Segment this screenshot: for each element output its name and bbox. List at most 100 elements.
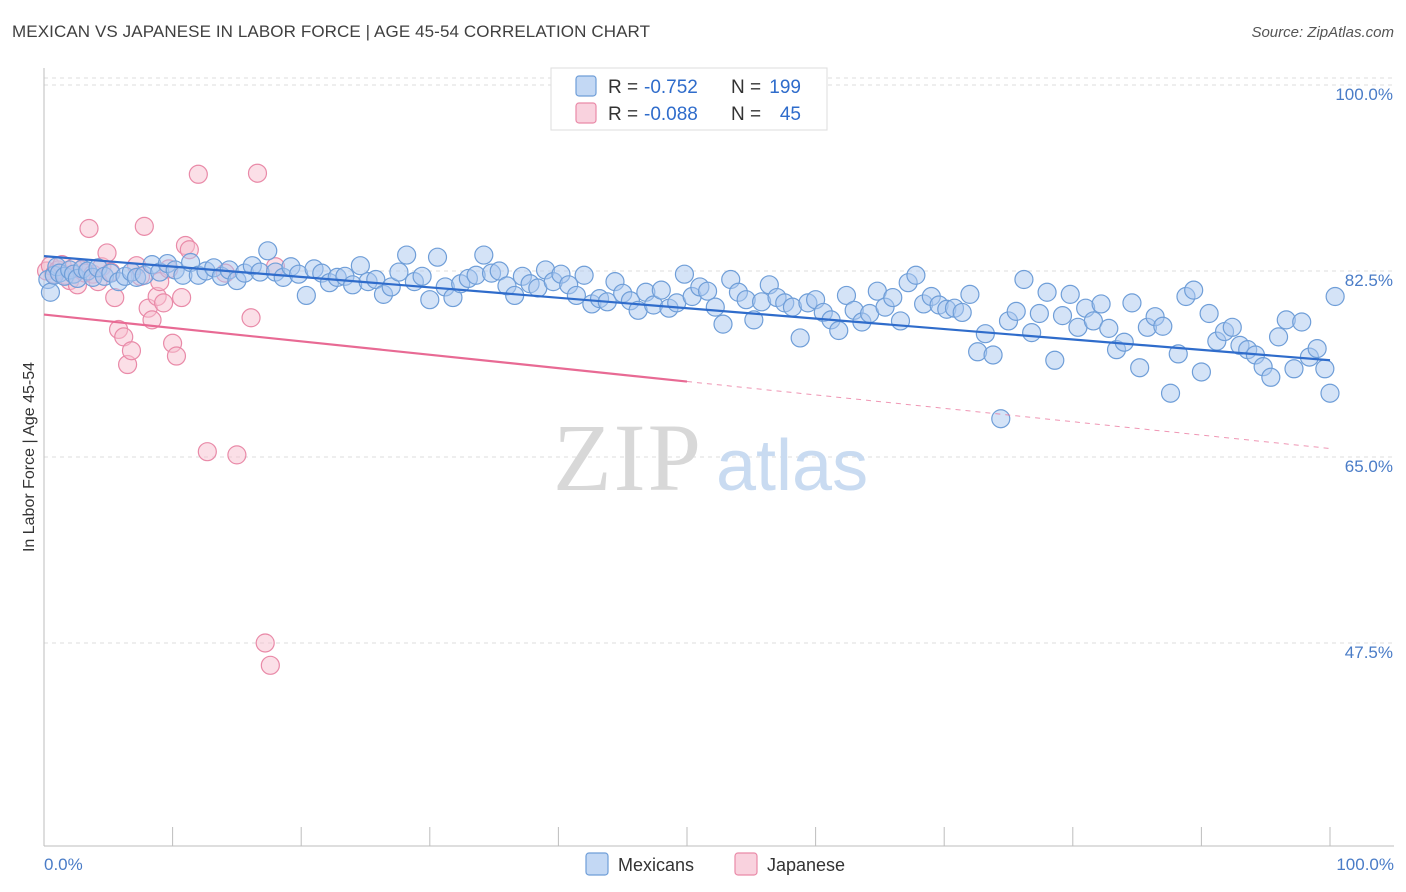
- mexicans-point: [1191, 362, 1212, 382]
- mexicans-point: [968, 342, 988, 362]
- bottom-legend-japanese: Japanese: [767, 855, 845, 875]
- mexicans-point: [1325, 286, 1345, 307]
- x-ticks: [43, 827, 1331, 846]
- mexicans-point: [1130, 358, 1150, 378]
- japanese-point: [227, 445, 247, 465]
- japanese-point: [105, 287, 125, 308]
- mexicans-point: [1099, 318, 1119, 338]
- y-tick-label: 47.5%: [1345, 643, 1393, 662]
- mexicans-point: [1222, 317, 1242, 337]
- japanese-point: [241, 308, 261, 328]
- mexicans-point: [1045, 350, 1065, 370]
- japanese-point: [121, 341, 142, 361]
- mexicans-point: [574, 265, 594, 285]
- mexicans-point: [1261, 367, 1281, 387]
- japanese-points: [36, 163, 286, 675]
- bottom-legend-swatch-mexicans: [585, 852, 609, 876]
- mexicans-point: [1284, 359, 1304, 379]
- legend-n-value-mexicans: 199: [769, 77, 801, 98]
- mexicans-point: [1268, 327, 1289, 347]
- mexicans-point: [389, 262, 409, 282]
- japanese-trend-extension: [686, 381, 1331, 449]
- mexicans-point: [960, 284, 980, 304]
- source-label: Source: ZipAtlas.com: [1251, 24, 1394, 41]
- mexicans-point: [697, 281, 718, 301]
- mexicans-point: [412, 266, 432, 286]
- legend-r-label-mexicans: R =: [608, 77, 638, 98]
- y-axis-label: In Labor Force | Age 45-54: [21, 362, 38, 552]
- bottom-legend-mexicans: Mexicans: [618, 855, 694, 875]
- legend-n-label-mexicans: N =: [731, 77, 761, 98]
- mexicans-point: [1052, 306, 1073, 326]
- watermark: ZIP atlas: [553, 404, 868, 511]
- mexicans-point: [1307, 338, 1327, 359]
- mexicans-point: [906, 265, 926, 285]
- mexicans-point: [397, 245, 417, 265]
- legend-n-value-japanese: 45: [780, 104, 801, 125]
- legend-swatch-mexicans: [575, 75, 597, 97]
- mexicans-point: [1199, 303, 1219, 324]
- mexicans-point: [713, 314, 733, 334]
- mexicans-point: [1122, 293, 1142, 313]
- y-tick-label: 65.0%: [1345, 457, 1393, 476]
- mexicans-point: [744, 310, 764, 330]
- mexicans-point: [952, 302, 972, 323]
- grid-lines: [44, 77, 1394, 644]
- y-tick-labels: 100.0% 82.5% 65.0% 47.5%: [1335, 85, 1393, 662]
- japanese-point: [134, 216, 154, 236]
- japanese-point: [247, 163, 268, 183]
- watermark-atlas: atlas: [716, 426, 868, 506]
- mexicans-point: [1029, 303, 1049, 324]
- mexicans-point: [836, 285, 857, 306]
- legend: R = -0.752 N = 199 R = -0.088 N = 45: [550, 67, 828, 131]
- mexicans-point: [381, 277, 401, 297]
- mexicans-point: [1037, 282, 1057, 302]
- mexicans-point: [1153, 316, 1173, 336]
- legend-swatch-japanese: [575, 102, 597, 124]
- mexicans-point: [651, 280, 671, 300]
- mexicans-point: [705, 297, 725, 317]
- japanese-point: [79, 218, 99, 239]
- mexicans-point: [1006, 301, 1026, 321]
- mexicans-point: [420, 290, 440, 310]
- mexicans-point: [890, 311, 911, 331]
- legend-box: [550, 67, 828, 131]
- legend-r-value-mexicans: -0.752: [644, 77, 698, 98]
- japanese-point: [255, 633, 275, 653]
- mexicans-point: [1014, 269, 1034, 290]
- trend-lines: [43, 255, 1331, 449]
- mexicans-point: [296, 285, 316, 306]
- japanese-point: [172, 287, 192, 308]
- mexicans-point: [674, 264, 695, 284]
- mexicans-point: [258, 241, 278, 261]
- mexicans-point: [991, 409, 1011, 429]
- mexicans-point: [829, 320, 849, 341]
- mexicans-point: [1091, 294, 1111, 314]
- mexicans-point: [1184, 280, 1204, 300]
- mexicans-point: [883, 287, 903, 308]
- mexicans-point: [1160, 383, 1181, 403]
- bottom-legend: Mexicans Japanese: [585, 852, 845, 876]
- mexicans-point: [983, 345, 1003, 365]
- mexicans-point: [427, 247, 448, 267]
- chart-title: MEXICAN VS JAPANESE IN LABOR FORCE | AGE…: [12, 22, 651, 41]
- japanese-point: [197, 442, 217, 462]
- mexicans-points: [38, 241, 1345, 429]
- mexicans-point: [1060, 284, 1080, 304]
- x-tick-label-max: 100.0%: [1336, 855, 1394, 874]
- mexicans-trend-line: [43, 255, 1331, 362]
- mexicans-point: [343, 275, 363, 295]
- mexicans-point: [1022, 323, 1042, 343]
- mexicans-point: [40, 282, 61, 302]
- axes: [43, 68, 1394, 847]
- y-tick-label: 82.5%: [1345, 271, 1393, 290]
- legend-r-value-japanese: -0.088: [644, 104, 698, 125]
- y-tick-label: 100.0%: [1335, 85, 1393, 104]
- mexicans-point: [474, 245, 494, 265]
- legend-r-label-japanese: R =: [608, 104, 638, 125]
- watermark-zip: ZIP: [553, 404, 703, 511]
- mexicans-point: [790, 328, 810, 348]
- mexicans-point: [1083, 311, 1103, 331]
- japanese-point: [260, 655, 280, 675]
